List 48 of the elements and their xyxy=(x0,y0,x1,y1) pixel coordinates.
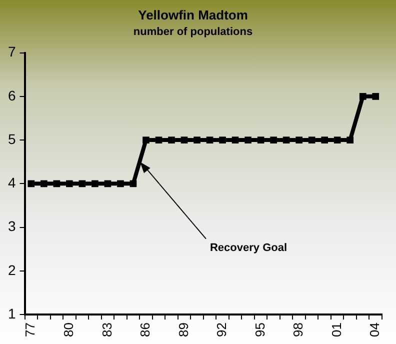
point xyxy=(334,136,341,144)
x-tick-label: 95 xyxy=(252,322,268,338)
x-tick-label: 92 xyxy=(214,322,230,338)
point xyxy=(321,136,328,144)
point xyxy=(232,136,239,144)
point xyxy=(296,136,302,144)
point xyxy=(359,93,366,100)
point xyxy=(194,136,200,144)
x-tick-label: 77 xyxy=(22,322,38,338)
point xyxy=(117,180,124,188)
point xyxy=(168,136,175,144)
chart-subtitle: number of populations xyxy=(133,26,253,38)
point xyxy=(282,136,290,144)
y-tick-label: 4 xyxy=(8,174,16,191)
point xyxy=(372,93,380,100)
point xyxy=(270,136,277,144)
point xyxy=(257,136,264,144)
point xyxy=(92,180,98,188)
point xyxy=(180,136,188,144)
y-tick-label: 5 xyxy=(8,130,16,147)
point xyxy=(28,180,35,188)
point xyxy=(40,180,48,188)
point xyxy=(206,136,214,144)
point xyxy=(130,180,137,188)
point xyxy=(142,136,150,144)
annotation: Recovery Goal xyxy=(210,242,288,254)
y-tick-label: 2 xyxy=(8,262,16,278)
x-tick-label: 83 xyxy=(99,322,114,338)
point xyxy=(104,180,112,188)
y-tick-label: 7 xyxy=(8,44,16,60)
chart-title: Yellowfin Madtom xyxy=(138,7,248,22)
x-tick-label: 80 xyxy=(61,322,76,338)
point xyxy=(219,136,226,144)
point xyxy=(244,136,252,144)
x-tick-label: 04 xyxy=(367,322,382,338)
point xyxy=(155,136,162,144)
y-tick-label: 3 xyxy=(8,218,16,234)
x-tick-label: 98 xyxy=(290,322,306,338)
x-tick-label: 01 xyxy=(328,322,344,338)
point xyxy=(346,136,354,144)
x-tick-label: 89 xyxy=(176,322,191,338)
y-tick-label: 6 xyxy=(8,87,16,104)
point xyxy=(308,136,316,144)
x-tick-label: 86 xyxy=(138,322,153,338)
point xyxy=(66,180,73,188)
point xyxy=(53,180,60,188)
y-tick-label: 1 xyxy=(8,305,16,322)
point xyxy=(78,180,86,188)
